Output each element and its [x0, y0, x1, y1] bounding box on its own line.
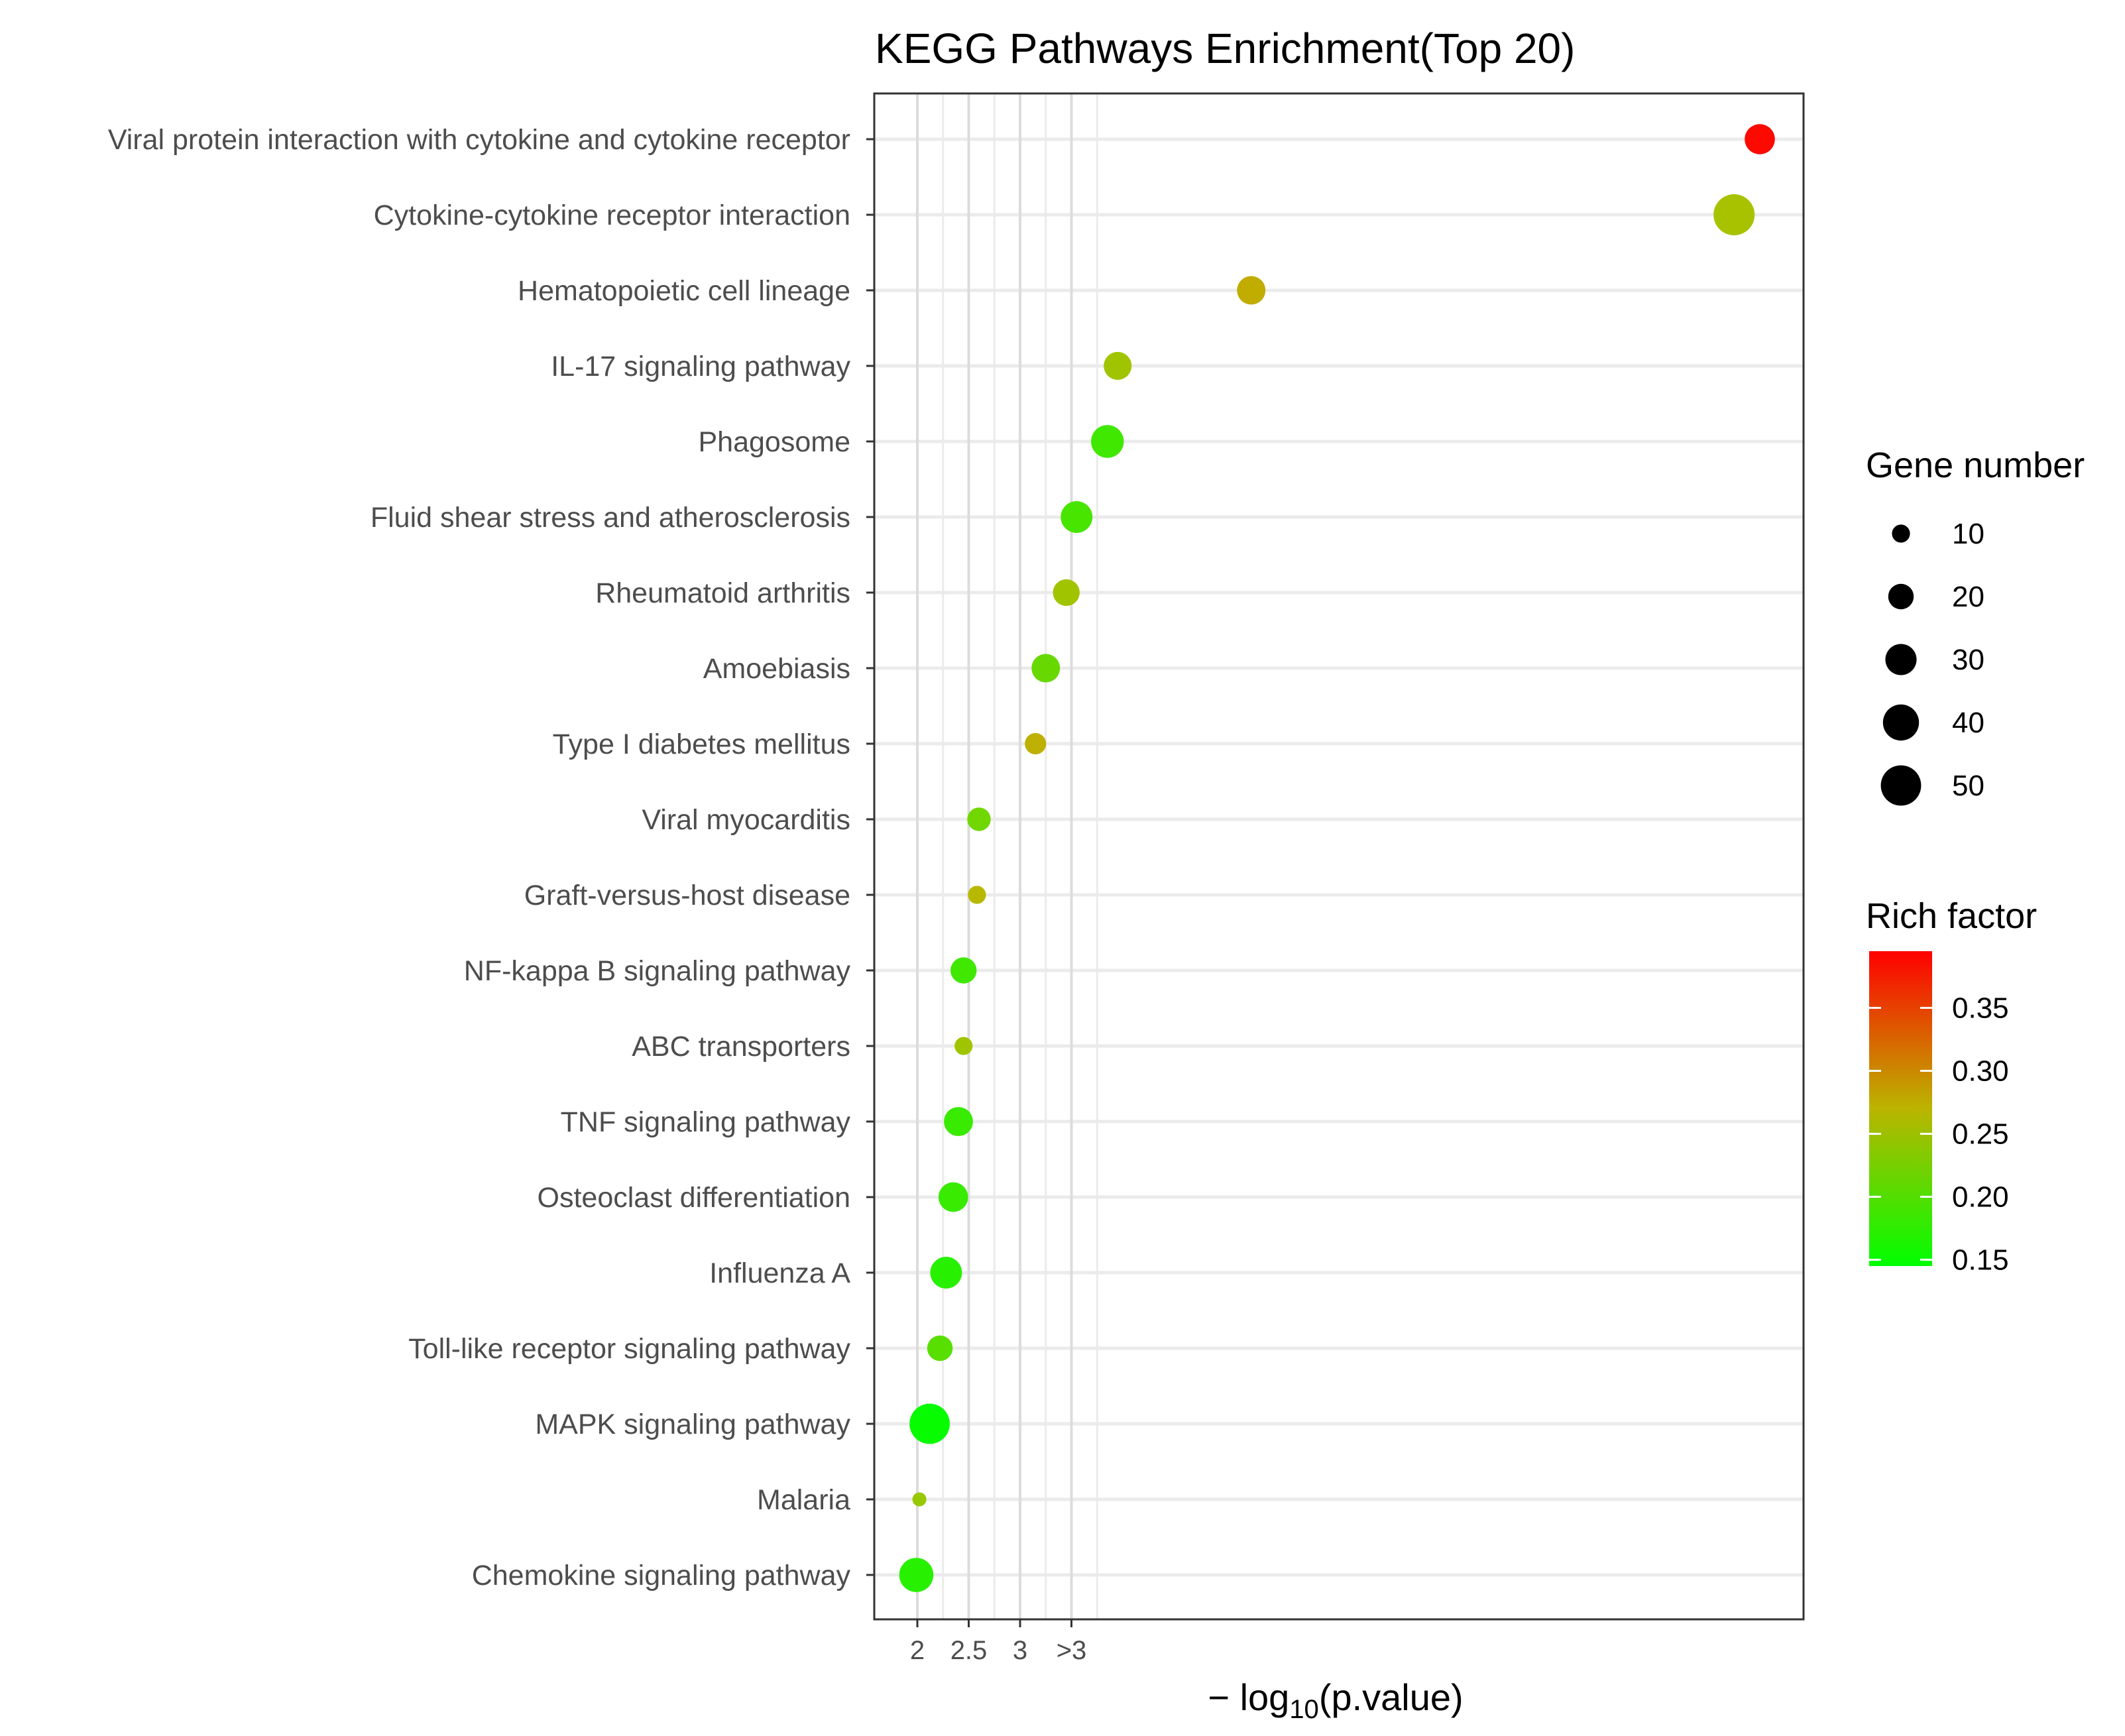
x-tick-label: 2.5: [950, 1636, 988, 1665]
size-legend-label: 20: [1952, 581, 1984, 613]
data-point: [938, 1182, 968, 1212]
colorbar-tick-label: 0.25: [1952, 1118, 2009, 1151]
colorbar-tick-label: 0.30: [1952, 1055, 2009, 1088]
x-axis: 2 2.5 3 >3: [910, 1619, 1086, 1665]
y-tick-label: MAPK signaling pathway: [535, 1409, 850, 1440]
y-tick-label: Influenza A: [709, 1257, 850, 1289]
size-legend-key: [1892, 524, 1910, 543]
x-axis-title-subscript: 10: [1289, 1695, 1319, 1724]
data-point: [944, 1107, 973, 1136]
y-tick-label: Malaria: [757, 1484, 850, 1516]
x-tick-label: 2: [910, 1636, 925, 1665]
data-point: [899, 1558, 934, 1592]
points-layer: [899, 124, 1775, 1592]
size-legend-key: [1882, 704, 1920, 741]
data-point: [1237, 276, 1266, 305]
y-tick-label: TNF signaling pathway: [561, 1106, 851, 1138]
y-tick-label: Graft-versus-host disease: [524, 880, 850, 911]
size-legend-label: 40: [1952, 707, 1984, 739]
x-axis-title: − log10(p.value): [1208, 1676, 1463, 1724]
y-tick-label: Osteoclast differentiation: [538, 1182, 850, 1214]
data-point: [912, 1492, 927, 1507]
colorbar-tick-label: 0.20: [1952, 1181, 2009, 1214]
y-tick-label: Hematopoietic cell lineage: [518, 275, 850, 307]
data-point: [927, 1335, 953, 1361]
x-tick-label: 3: [1013, 1636, 1027, 1665]
size-legend-label: 30: [1952, 644, 1984, 676]
size-legend-label: 50: [1952, 770, 1984, 802]
y-tick-label: Phagosome: [699, 426, 851, 458]
data-point: [1061, 501, 1093, 533]
y-tick-label: Toll-like receptor signaling pathway: [408, 1333, 850, 1365]
y-tick-label: ABC transporters: [632, 1031, 850, 1063]
x-axis-title-suffix: (p.value): [1319, 1676, 1464, 1718]
size-legend-label: 10: [1952, 518, 1984, 550]
data-point: [930, 1257, 962, 1289]
data-point: [1031, 654, 1061, 683]
y-tick-label: Cytokine-cytokine receptor interaction: [374, 200, 850, 231]
data-point: [1745, 124, 1775, 154]
rich-factor-legend-title: Rich factor: [1866, 896, 2037, 936]
data-point: [1713, 194, 1755, 236]
chart-title: KEGG Pathways Enrichment(Top 20): [875, 25, 1575, 72]
grid-layer: [874, 93, 1804, 1619]
data-point: [1091, 425, 1124, 458]
y-tick-label: Type I diabetes mellitus: [553, 728, 850, 760]
y-tick-label: Fluid shear stress and atherosclerosis: [371, 502, 850, 534]
plot-panel-border: [873, 92, 1805, 1621]
data-point: [967, 807, 991, 831]
y-tick-label: Rheumatoid arthritis: [595, 577, 850, 609]
y-axis: Viral protein interaction with cytokine …: [108, 124, 874, 1591]
x-tick-label: >3: [1057, 1636, 1087, 1665]
gene-number-legend-title: Gene number: [1866, 445, 2085, 485]
rich-factor-legend: Rich factor 0.35 0.30 0.25 0.20 0.15: [1866, 896, 2037, 1277]
data-point: [1104, 351, 1132, 380]
y-tick-label: NF-kappa B signaling pathway: [464, 955, 851, 987]
size-legend-key: [1888, 583, 1914, 610]
data-point: [950, 957, 977, 984]
colorbar-tick-label: 0.15: [1952, 1244, 2009, 1277]
y-tick-label: Amoebiasis: [703, 653, 850, 685]
size-legend-key: [1880, 765, 1922, 806]
data-point: [954, 1037, 973, 1055]
y-tick-label: IL-17 signaling pathway: [551, 351, 850, 382]
size-legend-key: [1885, 644, 1917, 675]
gene-number-legend: Gene number 10 20 30 40 50: [1866, 445, 2085, 806]
y-tick-label: Viral myocarditis: [642, 804, 850, 836]
y-tick-label: Viral protein interaction with cytokine …: [108, 124, 850, 156]
data-point: [968, 886, 986, 904]
data-point: [1053, 579, 1080, 607]
y-tick-label: Chemokine signaling pathway: [472, 1560, 851, 1591]
data-point: [1025, 732, 1047, 755]
x-axis-title-prefix: − log: [1208, 1676, 1289, 1718]
rich-factor-colorbar: [1869, 951, 1932, 1266]
data-point: [909, 1403, 950, 1444]
colorbar-tick-label: 0.35: [1952, 992, 2009, 1025]
